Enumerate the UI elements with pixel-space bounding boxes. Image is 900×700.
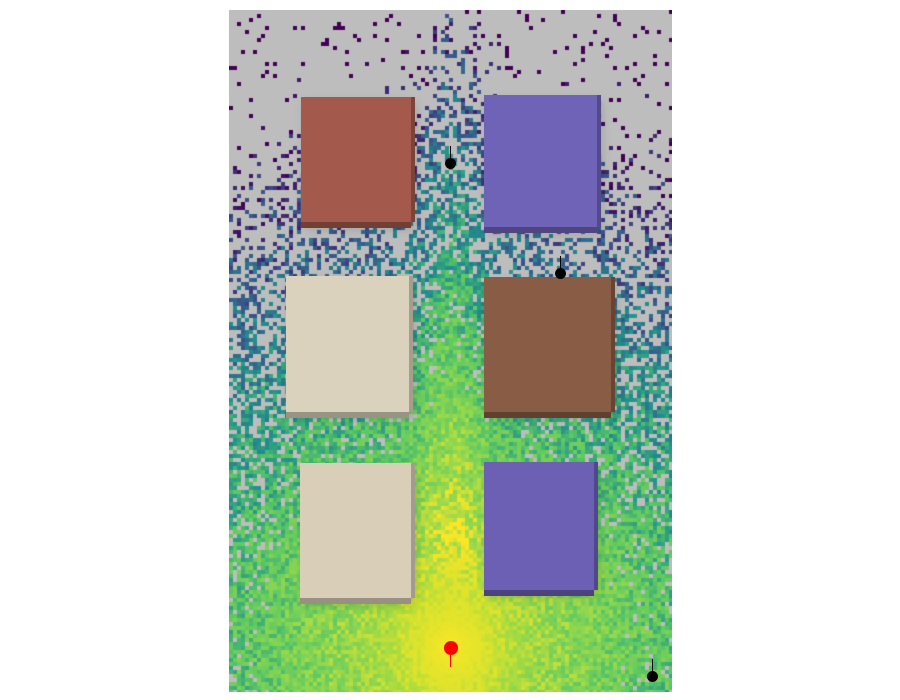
block-purple-top-right [484,95,601,233]
source-marker [444,641,458,667]
block-brown-middle-right [484,277,615,418]
block-beige-bottom-left [300,463,415,604]
receiver-marker [445,146,456,169]
block-purple-bottom-right [484,462,598,596]
receiver-marker [647,659,658,682]
heatmap-scene [229,10,672,692]
block-terracotta-top-left [301,97,415,228]
block-beige-middle-left [286,276,413,418]
receiver-marker [555,256,566,279]
